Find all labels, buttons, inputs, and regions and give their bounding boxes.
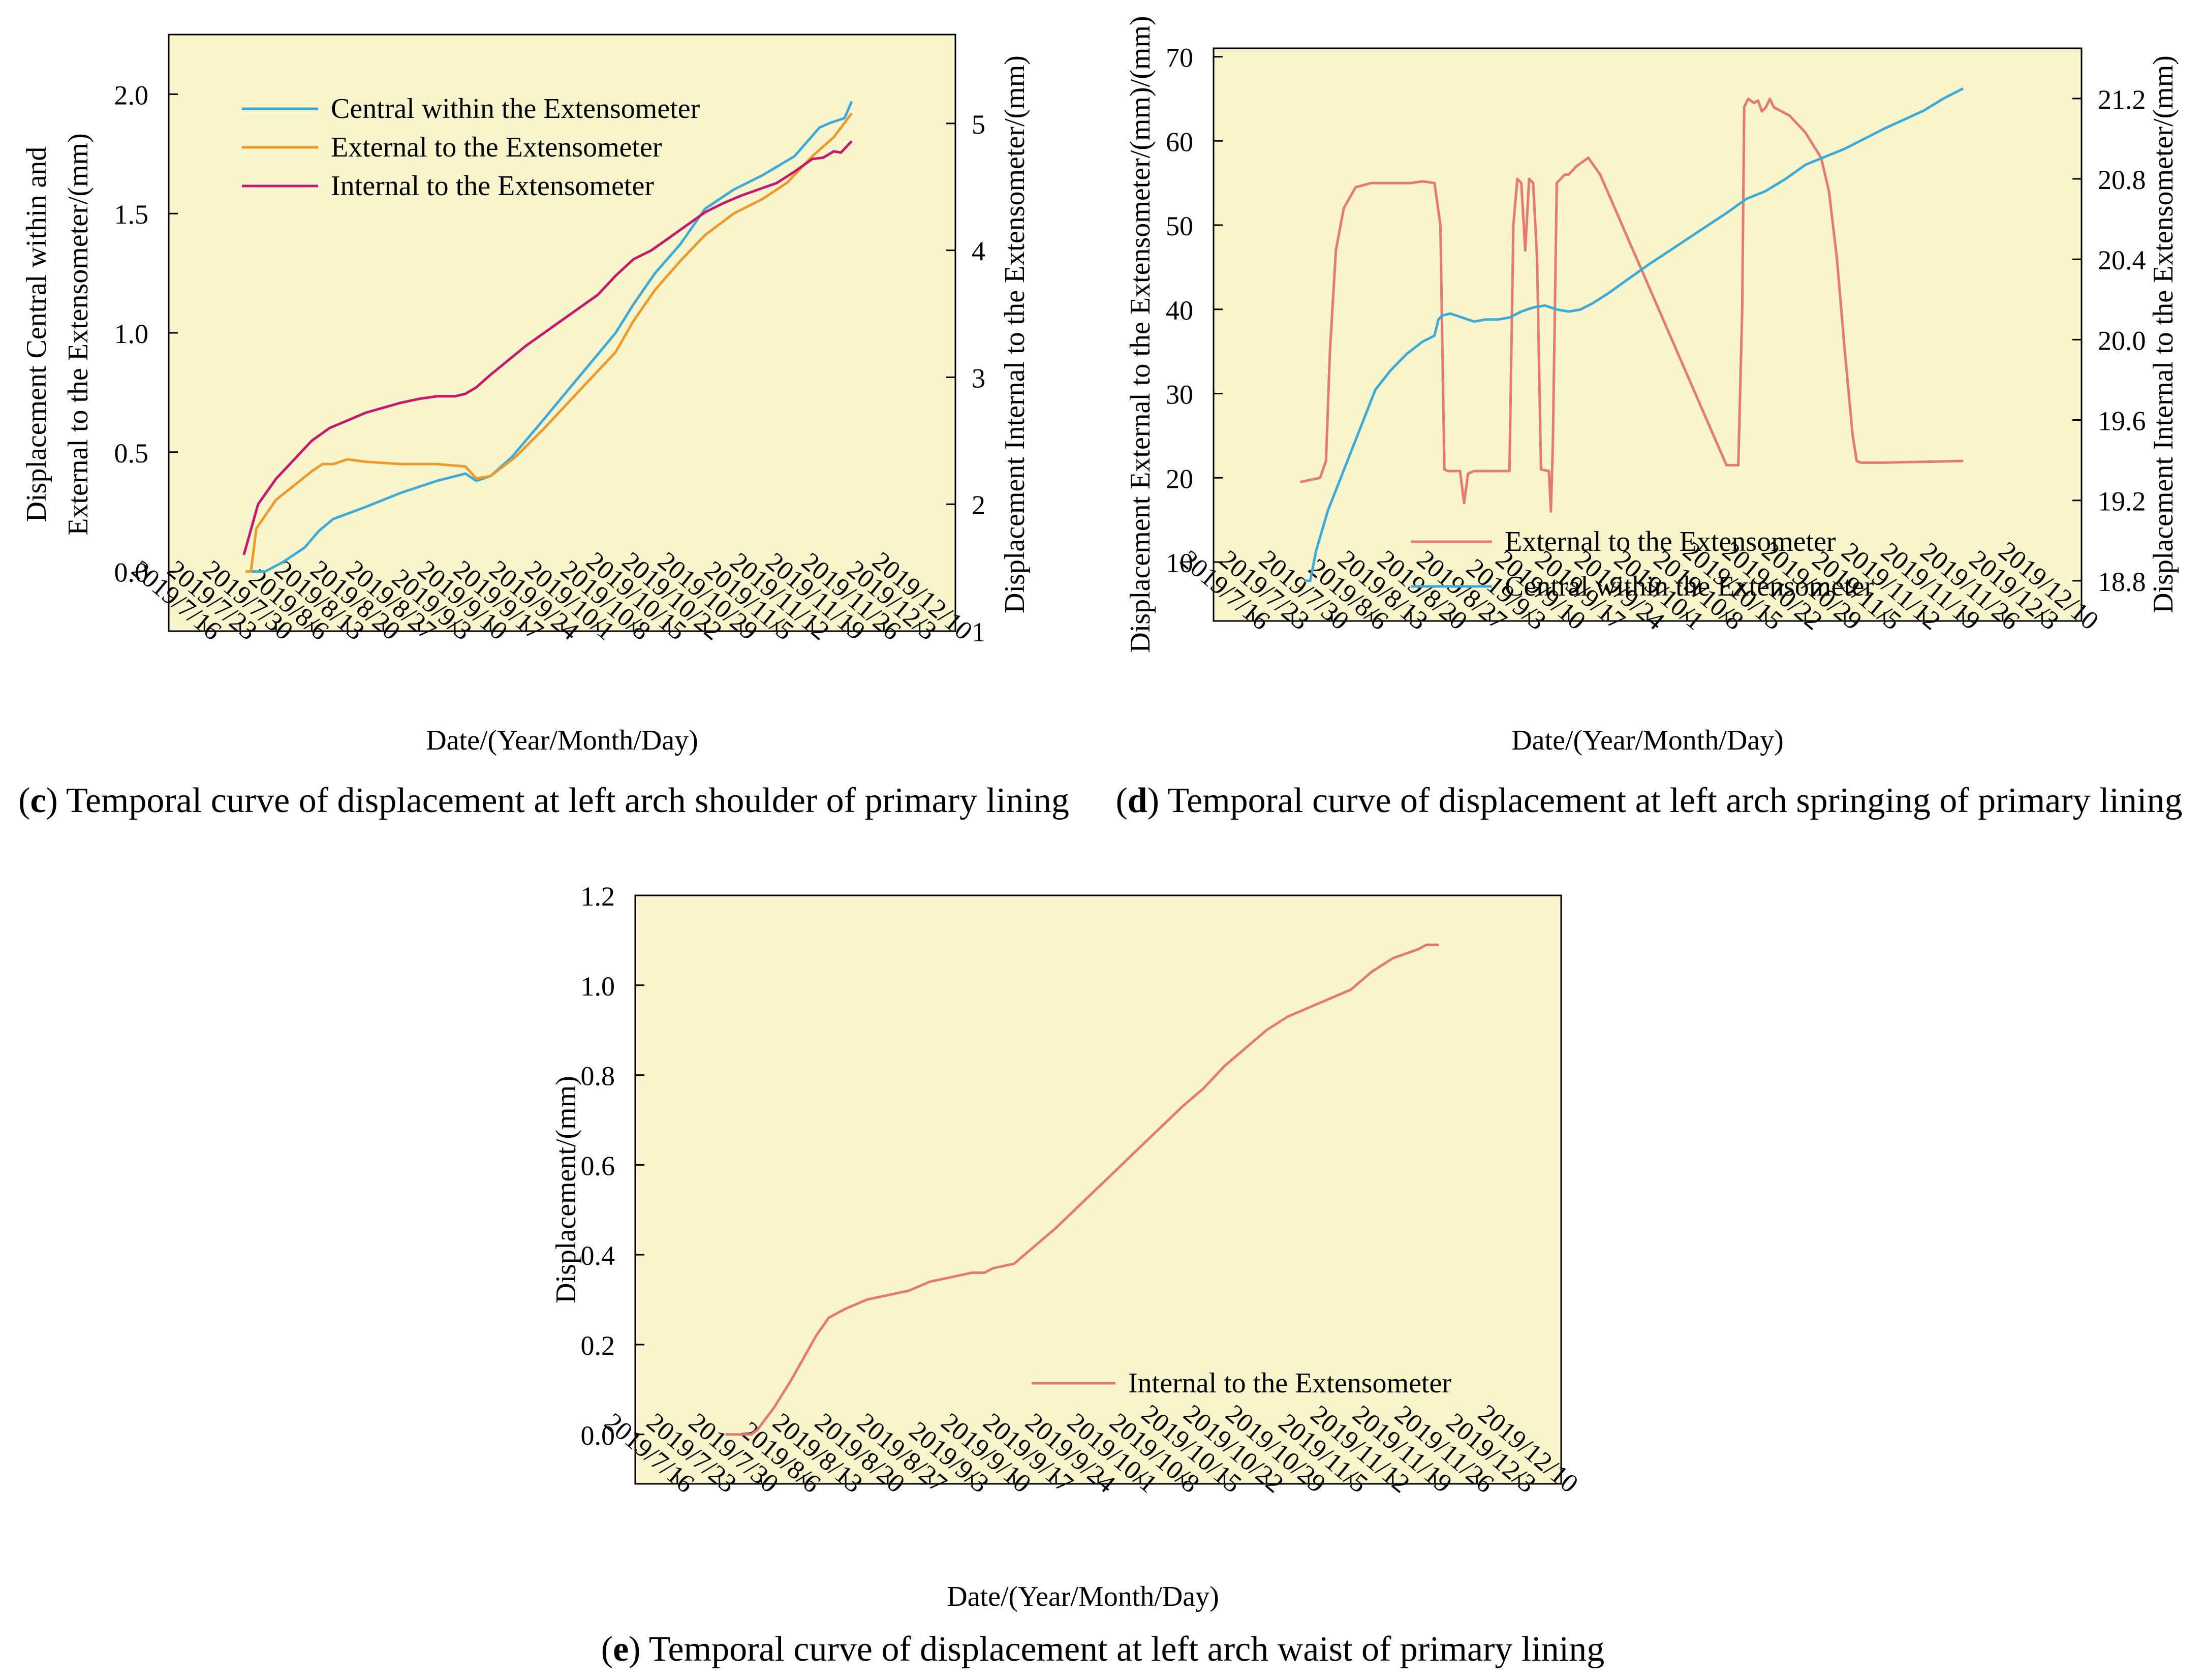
caption-d: (d) Temporal curve of displacement at le…: [1115, 781, 2183, 820]
chart-e: 0.00.20.40.60.81.01.22019/7/162019/7/232…: [550, 881, 1584, 1612]
y-tick-label: 50: [1166, 211, 1193, 241]
y-tick-label: 0.0: [581, 1420, 615, 1451]
legend-label-2: External to the Extensometer: [331, 132, 662, 163]
legend-label-1: Central within the Extensometer: [331, 93, 700, 125]
x-axis-title: Date/(Year/Month/Day): [426, 725, 698, 756]
y2-tick-label: 20.4: [2098, 245, 2146, 275]
plot-area: [634, 894, 1562, 1485]
y2-tick-label: 21.2: [2098, 84, 2146, 115]
y2-tick-label: 20.0: [2098, 325, 2146, 356]
y-tick-label: 1.5: [114, 199, 149, 230]
legend-label-3: Internal to the Extensometer: [331, 170, 654, 202]
y2-axis-title: Displacement Internal to the Extensomete…: [999, 55, 1031, 613]
x-axis-title: Date/(Year/Month/Day): [947, 1581, 1219, 1612]
caption-d-text: Temporal curve of displacement at left a…: [1167, 781, 2183, 820]
y2-axis-title: Displacement Internal to the Extensomete…: [2148, 55, 2179, 613]
y-tick-label: 40: [1166, 295, 1193, 326]
chart-c: 0.00.51.01.52.0123452019/7/162019/7/2320…: [21, 34, 1031, 756]
y-tick-label: 70: [1166, 43, 1193, 73]
y-tick-label: 0.2: [581, 1330, 615, 1361]
y2-tick-label: 1: [972, 617, 985, 647]
y-tick-label: 1.2: [581, 881, 615, 912]
y2-tick-label: 3: [972, 363, 985, 393]
caption-d-letter: d: [1127, 781, 1147, 820]
y-tick-label: 0.6: [581, 1150, 615, 1181]
y-axis-title: Displacement/(mm): [550, 1076, 582, 1303]
y2-tick-label: 2: [972, 490, 985, 520]
caption-e-letter: e: [613, 1630, 629, 1669]
y-tick-label: 60: [1166, 127, 1193, 157]
series-line-2: [1304, 87, 1964, 582]
plot-area: [168, 34, 956, 632]
caption-c-letter: c: [30, 781, 46, 820]
y2-tick-label: 20.8: [2098, 165, 2146, 195]
y-tick-label: 30: [1166, 380, 1193, 410]
caption-c-text: Temporal curve of displacement at left a…: [66, 781, 1069, 820]
y-tick-label: 10: [1166, 548, 1193, 578]
series-line-1: [1300, 97, 1964, 513]
legend-label-1: Internal to the Extensometer: [1128, 1367, 1451, 1399]
caption-c: (c) Temporal curve of displacement at le…: [18, 781, 1069, 820]
series-line-2: [245, 112, 853, 573]
y-axis-title: Displacement Central within and: [21, 147, 52, 522]
series-line-1: [245, 101, 853, 573]
y-tick-label: 0.0: [114, 557, 149, 588]
y-tick-label: 20: [1166, 463, 1193, 494]
y-tick-label: 1.0: [581, 971, 615, 1002]
series-line-1: [726, 943, 1439, 1436]
x-axis-title: Date/(Year/Month/Day): [1511, 725, 1784, 756]
caption-e-text: Temporal curve of displacement at left a…: [648, 1630, 1605, 1669]
y-tick-label: 0.8: [581, 1061, 615, 1092]
plot-area: [1213, 47, 2083, 622]
y2-tick-label: 5: [972, 109, 985, 140]
y-axis-title: External to the Extensometer/(mm): [63, 133, 94, 536]
legend-label-2: Central within the Extensometer: [1505, 571, 1874, 602]
y-tick-label: 0.5: [114, 438, 149, 469]
y-axis-title: Displacement External to the Extensomete…: [1125, 16, 1156, 652]
y2-tick-label: 4: [972, 236, 985, 267]
y2-tick-label: 19.6: [2098, 406, 2146, 437]
y-tick-label: 0.4: [581, 1240, 615, 1271]
caption-e: (e) Temporal curve of displacement at le…: [601, 1630, 1605, 1669]
series-line-3: [242, 140, 853, 555]
y-tick-label: 2.0: [114, 80, 149, 110]
y-tick-label: 1.0: [114, 319, 149, 349]
y2-tick-label: 18.8: [2098, 567, 2146, 597]
y2-tick-label: 19.2: [2098, 486, 2146, 517]
legend-label-1: External to the Extensometer: [1505, 526, 1836, 557]
chart-d: 10 20 30 40 50 60 70 18.8 19.2 19.6 20.0 20.4 20.8 21…: [1125, 16, 2179, 756]
